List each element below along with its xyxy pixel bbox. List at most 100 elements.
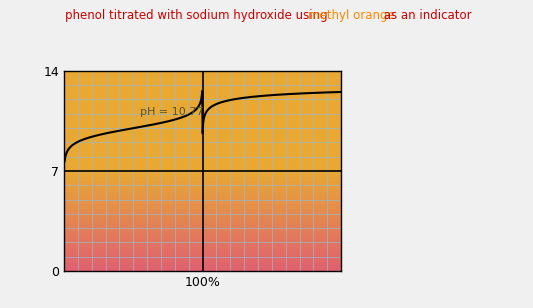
Bar [64, 266, 341, 267]
Bar [64, 219, 341, 220]
Bar [64, 182, 341, 183]
Bar [64, 256, 341, 257]
Bar [64, 268, 341, 269]
Bar [64, 245, 341, 246]
Bar [64, 180, 341, 181]
Bar [64, 223, 341, 224]
Bar [64, 206, 341, 207]
Bar [64, 241, 341, 242]
Bar [64, 247, 341, 248]
Bar [64, 172, 341, 173]
Bar [64, 254, 341, 255]
Bar [64, 225, 341, 226]
Bar [64, 255, 341, 256]
Bar [64, 228, 341, 229]
Bar [64, 260, 341, 261]
Bar [64, 181, 341, 182]
Bar [64, 239, 341, 240]
Bar [64, 197, 341, 198]
Bar [64, 252, 341, 253]
Bar [64, 191, 341, 192]
Bar [64, 253, 341, 254]
Bar [64, 233, 341, 234]
Text: phenol titrated with sodium hydroxide using: phenol titrated with sodium hydroxide us… [65, 9, 332, 22]
Text: as an indicator: as an indicator [379, 9, 471, 22]
Bar [64, 269, 341, 270]
Bar [64, 261, 341, 262]
Bar [64, 262, 341, 263]
Bar [64, 173, 341, 174]
Bar [64, 234, 341, 235]
Bar [64, 209, 341, 210]
Bar [64, 226, 341, 227]
Bar [64, 217, 341, 218]
Bar [64, 258, 341, 259]
Bar [64, 192, 341, 193]
Bar [64, 208, 341, 209]
Bar [64, 251, 341, 252]
Bar [64, 174, 341, 175]
Bar [64, 195, 341, 196]
Bar [64, 232, 341, 233]
Bar [64, 207, 341, 208]
Bar [64, 218, 341, 219]
Bar [64, 204, 341, 205]
Bar [64, 221, 341, 222]
Bar [64, 248, 341, 249]
Bar [64, 215, 341, 216]
Bar [64, 200, 341, 201]
Bar [64, 175, 341, 176]
Bar [64, 203, 341, 204]
Bar [64, 224, 341, 225]
Bar [64, 257, 341, 258]
Bar [64, 189, 341, 190]
Bar [64, 198, 341, 199]
Bar [64, 216, 341, 217]
Bar [64, 187, 341, 188]
Text: pH = 10.77: pH = 10.77 [140, 107, 204, 117]
Bar [64, 184, 341, 185]
Bar [64, 196, 341, 197]
Bar [64, 177, 341, 178]
Bar [64, 242, 341, 243]
Bar [64, 235, 341, 236]
Bar [64, 201, 341, 202]
Bar [64, 179, 341, 180]
Bar [64, 230, 341, 231]
Bar [64, 205, 341, 206]
Bar [64, 211, 341, 212]
Bar [64, 244, 341, 245]
Bar [64, 178, 341, 179]
Bar [64, 185, 341, 186]
Bar [64, 190, 341, 191]
Bar [64, 214, 341, 215]
Bar [64, 183, 341, 184]
Bar [64, 202, 341, 203]
Bar [64, 240, 341, 241]
Text: methyl orange: methyl orange [308, 9, 394, 22]
Bar [64, 227, 341, 228]
Bar [64, 243, 341, 244]
Bar [64, 220, 341, 221]
Bar [64, 267, 341, 268]
Bar [64, 171, 341, 172]
Bar [64, 210, 341, 211]
Bar [64, 249, 341, 250]
Bar [64, 246, 341, 247]
Bar [64, 263, 341, 264]
Bar [64, 188, 341, 189]
Bar [64, 193, 341, 194]
Bar [64, 194, 341, 195]
Bar [64, 250, 341, 251]
Bar [64, 222, 341, 223]
Bar [64, 238, 341, 239]
Bar [64, 264, 341, 265]
Bar [64, 259, 341, 260]
Bar [64, 265, 341, 266]
Bar [64, 270, 341, 271]
Bar [64, 237, 341, 238]
Bar [64, 199, 341, 200]
Bar [64, 229, 341, 230]
Bar [64, 176, 341, 177]
Bar [64, 213, 341, 214]
